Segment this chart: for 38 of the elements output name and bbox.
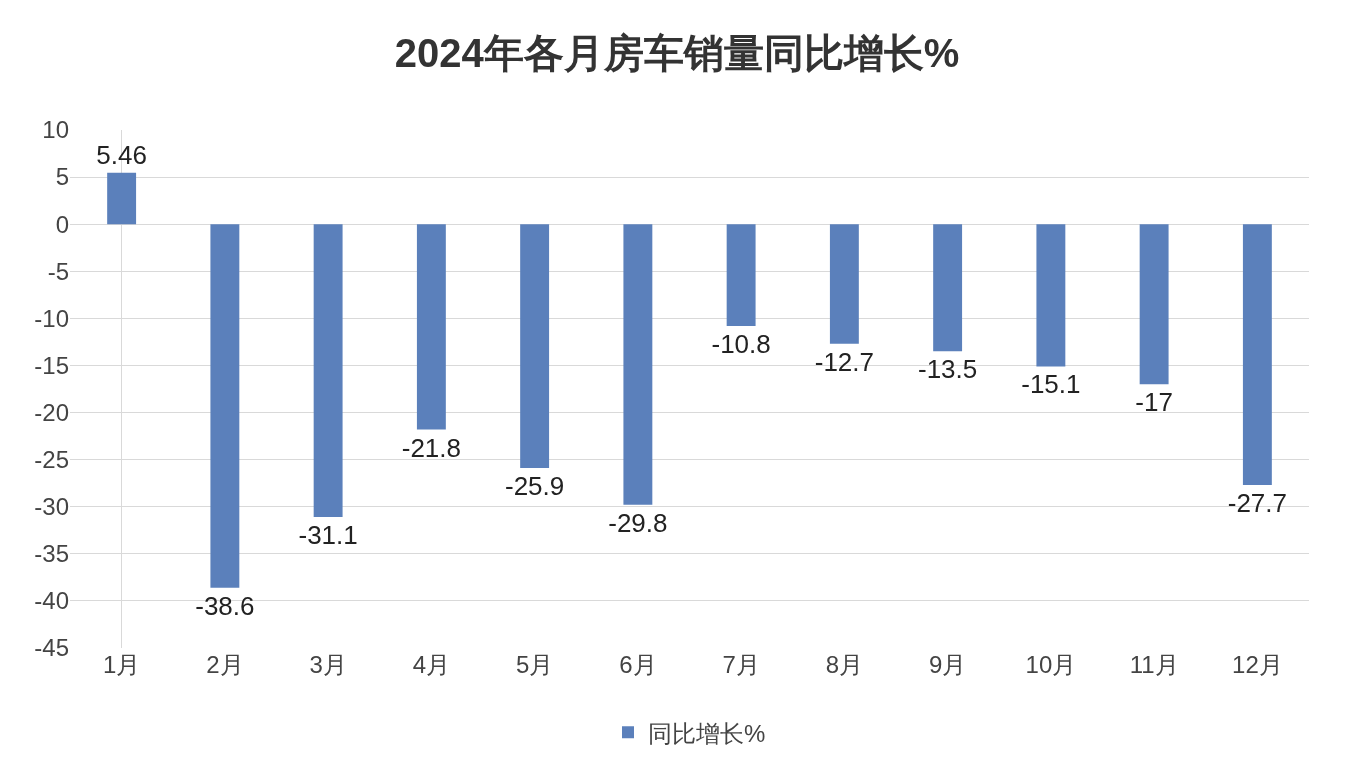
x-tick-label: 5月 xyxy=(515,651,554,678)
y-tick-label: -35 xyxy=(34,540,69,568)
chart-title: 2024年各月房车销量同比增长% xyxy=(394,30,960,75)
x-tick-label: 11月 xyxy=(1129,651,1179,678)
data-label: -12.7 xyxy=(814,346,875,377)
x-tick-label: 3月 xyxy=(309,651,347,678)
x-tick-label: 12月 xyxy=(1232,651,1283,678)
x-tick-label: 6月 xyxy=(619,651,657,678)
data-label: -21.8 xyxy=(401,432,462,463)
data-label: -17 xyxy=(1135,387,1173,418)
x-tick-label: 4月 xyxy=(412,651,451,678)
x-tick-label: 1月 xyxy=(102,651,141,678)
y-tick-label: -20 xyxy=(34,398,69,426)
data-label: -15.1 xyxy=(1021,369,1081,400)
y-tick-label: 0 xyxy=(55,210,69,238)
data-label: -10.8 xyxy=(711,328,771,359)
y-tick-label: -15 xyxy=(34,351,69,379)
x-tick-label: 10月 xyxy=(1025,651,1077,678)
data-label: -31.1 xyxy=(298,520,358,551)
data-label: -29.8 xyxy=(608,507,668,538)
y-tick-label: -10 xyxy=(34,304,69,332)
x-tick-label: 8月 xyxy=(825,651,864,678)
legend-label: 同比增长% xyxy=(648,719,766,747)
data-label: -13.5 xyxy=(917,354,978,385)
data-label: 5.46 xyxy=(96,139,147,170)
y-tick-label: 10 xyxy=(42,116,69,144)
data-label: -25.9 xyxy=(504,471,565,502)
y-tick-label: 5 xyxy=(55,163,69,191)
y-tick-label: -30 xyxy=(34,493,69,521)
y-tick-label: -25 xyxy=(34,446,69,474)
x-tick-label: 7月 xyxy=(722,651,760,678)
x-tick-label: 9月 xyxy=(928,651,967,678)
y-tick-label: -5 xyxy=(47,257,69,285)
y-tick-label: -45 xyxy=(34,634,69,662)
x-tick-label: 2月 xyxy=(206,651,244,678)
data-label: -27.7 xyxy=(1227,488,1288,519)
data-label: -38.6 xyxy=(195,590,255,621)
y-tick-label: -40 xyxy=(34,587,69,615)
